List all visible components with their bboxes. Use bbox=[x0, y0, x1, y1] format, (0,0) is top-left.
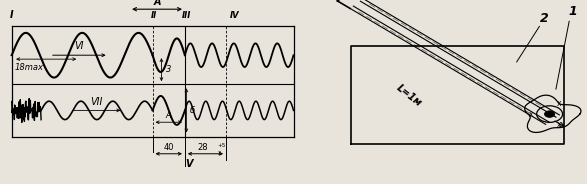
Text: 28: 28 bbox=[197, 143, 208, 152]
Text: IV: IV bbox=[230, 11, 239, 20]
Text: x: x bbox=[556, 120, 561, 129]
Text: x: x bbox=[529, 110, 533, 118]
Text: 2: 2 bbox=[539, 12, 548, 25]
Text: +5: +5 bbox=[217, 143, 225, 148]
Text: A: A bbox=[166, 111, 171, 120]
Text: VI: VI bbox=[75, 41, 84, 51]
Text: V: V bbox=[185, 159, 193, 169]
Text: 18max: 18max bbox=[15, 63, 43, 72]
Text: I: I bbox=[11, 10, 14, 20]
Text: x: x bbox=[556, 99, 561, 108]
Text: 2: 2 bbox=[217, 151, 221, 155]
Text: б: б bbox=[189, 106, 194, 115]
Circle shape bbox=[544, 111, 555, 117]
Text: VII: VII bbox=[90, 97, 103, 107]
Text: 3: 3 bbox=[166, 65, 171, 74]
Text: II: II bbox=[151, 11, 157, 20]
Text: III: III bbox=[182, 11, 191, 20]
Text: 1: 1 bbox=[568, 5, 577, 18]
Text: A: A bbox=[153, 0, 161, 7]
Text: 40: 40 bbox=[164, 143, 174, 152]
Text: L=1м: L=1м bbox=[394, 83, 423, 109]
